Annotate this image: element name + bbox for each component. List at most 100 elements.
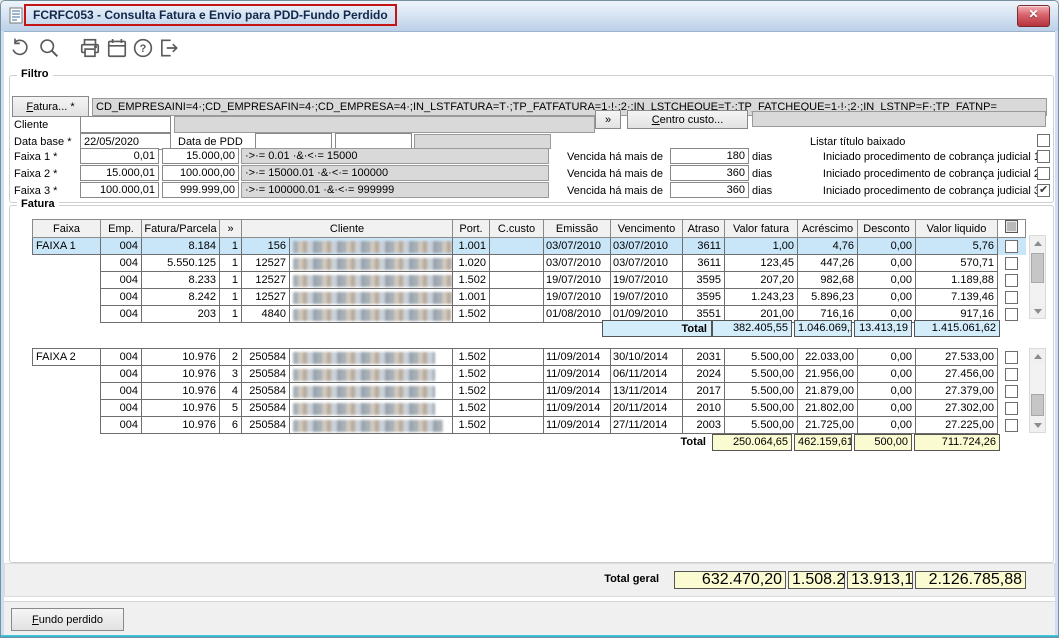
total-valor-liquido: 711.724,26 xyxy=(914,434,1000,451)
faixa2-judicial-checkbox[interactable] xyxy=(1037,167,1050,180)
print-icon[interactable] xyxy=(79,37,101,59)
invoice-row: 004 5.550.125 1 12527 1.020 03/07/2010 0… xyxy=(32,254,1026,272)
centro-custo-button[interactable]: Centro custo... xyxy=(627,110,748,129)
scroll-up-icon[interactable] xyxy=(1030,236,1045,251)
row-checkbox[interactable] xyxy=(1005,418,1019,432)
faixa1-label: Faixa 1 * xyxy=(14,151,58,163)
col-fatura-parcela: Fatura/Parcela xyxy=(141,219,220,238)
filtro-legend: Filtro xyxy=(17,68,53,80)
faixa1-judicial-checkbox[interactable] xyxy=(1037,150,1050,163)
client-name-redacted xyxy=(293,386,435,398)
row-checkbox[interactable] xyxy=(1005,307,1019,321)
cliente-name-field xyxy=(174,116,595,133)
faixa1-de-input[interactable] xyxy=(80,148,159,164)
fatura-table-faixa1: Faixa Emp. Fatura/Parcela » Cliente Port… xyxy=(32,219,1026,323)
data-base-label: Data base * xyxy=(14,136,72,148)
app-icon xyxy=(8,7,25,24)
exit-icon[interactable] xyxy=(158,37,180,59)
listar-titulo-baixado-checkbox[interactable] xyxy=(1037,134,1050,147)
faixa1-judicial-label: Iniciado procedimento de cobrança judici… xyxy=(822,151,1040,163)
select-all-checkbox[interactable] xyxy=(1005,220,1018,233)
invoice-row: 004 10.976 5 250584 1.502 11/09/2014 20/… xyxy=(32,399,1026,417)
faixa3-dias-input[interactable] xyxy=(670,182,749,198)
faixa3-ate-input[interactable] xyxy=(162,182,239,198)
col-emp: Emp. xyxy=(100,219,142,238)
faixa3-de-input[interactable] xyxy=(80,182,159,198)
col-cliente: Cliente xyxy=(241,219,453,238)
col-port: Port. xyxy=(452,219,490,238)
filtro-group: Filtro Fatura... * CD_EMPRESAINI=4·;CD_E… xyxy=(9,68,1054,203)
col-valor-fatura: Valor fatura xyxy=(724,219,798,238)
fatura-button[interactable]: Fatura... * xyxy=(12,96,89,117)
row-checkbox[interactable] xyxy=(1005,401,1019,415)
faixa1-dias-input[interactable] xyxy=(670,148,749,164)
fatura-table-faixa2: FAIXA 2 004 10.976 2 250584 1.502 11/09/… xyxy=(32,348,1026,434)
row-checkbox[interactable] xyxy=(1005,384,1019,398)
invoice-row: 004 8.242 1 12527 1.001 19/07/2010 19/07… xyxy=(32,288,1026,306)
faixa2-dias-input[interactable] xyxy=(670,165,749,181)
invoice-row: 004 8.233 1 12527 1.502 19/07/2010 19/07… xyxy=(32,271,1026,289)
faixa3-label: Faixa 3 * xyxy=(14,185,58,197)
undo-icon[interactable] xyxy=(9,37,31,59)
client-name-redacted xyxy=(293,352,435,364)
centro-custo-field xyxy=(752,111,1046,127)
total-acrescimo: 462.159,61 xyxy=(794,434,852,451)
total-acrescimo: 1.046.069,26 xyxy=(794,320,852,337)
scroll-up-icon[interactable] xyxy=(1030,349,1045,364)
faixa2-de-input[interactable] xyxy=(80,165,159,181)
invoice-row: FAIXA 1 004 8.184 1 156 1.001 03/07/2010… xyxy=(32,237,1026,255)
col-desconto: Desconto xyxy=(857,219,916,238)
faixa1-expr-field: ·>·= 0.01 ·&·<·= 15000 xyxy=(241,148,549,164)
invoice-row: 004 10.976 6 250584 1.502 11/09/2014 27/… xyxy=(32,416,1026,434)
invoice-row: 004 10.976 3 250584 1.502 11/09/2014 06/… xyxy=(32,365,1026,383)
row-checkbox[interactable] xyxy=(1005,367,1019,381)
scroll-down-icon[interactable] xyxy=(1030,303,1045,318)
col-atraso: Atraso xyxy=(682,219,725,238)
scroll-down-icon[interactable] xyxy=(1030,417,1045,432)
col-ccusto: C.custo xyxy=(489,219,544,238)
total-label: Total xyxy=(680,436,706,448)
cliente-input[interactable] xyxy=(80,116,171,133)
col-acrescimo: Acréscimo xyxy=(797,219,858,238)
faixa3-judicial-checkbox[interactable] xyxy=(1037,183,1050,197)
row-checkbox[interactable] xyxy=(1005,239,1019,253)
scroll-thumb[interactable] xyxy=(1031,253,1044,283)
faixa2-scrollbar[interactable] xyxy=(1029,348,1046,433)
client-name-redacted xyxy=(293,241,452,253)
titlebar[interactable]: FCRFC053 - Consulta Fatura e Envio para … xyxy=(1,1,1058,32)
col-expand: » xyxy=(219,219,242,238)
data-base-input[interactable] xyxy=(80,133,171,150)
row-checkbox[interactable] xyxy=(1005,350,1019,364)
data-pdd-input-1[interactable] xyxy=(255,133,332,150)
total-geral-band: Total geral 632.470,20 1.508.228,87 13.9… xyxy=(4,563,1055,597)
invoice-row: FAIXA 2 004 10.976 2 250584 1.502 11/09/… xyxy=(32,348,1026,366)
toolbar: ? xyxy=(1,32,1058,62)
close-icon[interactable] xyxy=(1017,5,1050,27)
scroll-thumb[interactable] xyxy=(1031,394,1044,416)
window-frame-left xyxy=(1,31,4,635)
window-frame-bottom xyxy=(1,635,1058,637)
fundo-perdido-button[interactable]: Fundo perdido xyxy=(11,608,124,631)
client-name-redacted xyxy=(293,403,435,415)
total-geral-desconto: 13.913,19 xyxy=(847,571,913,589)
help-icon[interactable]: ? xyxy=(132,37,154,59)
client-name-redacted xyxy=(293,420,443,432)
cliente-label: Cliente xyxy=(14,119,49,131)
total-geral-label: Total geral xyxy=(604,573,659,585)
invoice-row: 004 203 1 4840 1.502 01/08/2010 01/09/20… xyxy=(32,305,1026,323)
expand-button[interactable]: » xyxy=(595,110,621,129)
row-checkbox[interactable] xyxy=(1005,273,1019,287)
search-icon[interactable] xyxy=(38,37,60,59)
faixa3-judicial-label: Iniciado procedimento de cobrança judici… xyxy=(822,185,1040,197)
row-checkbox[interactable] xyxy=(1005,290,1019,304)
faixa1-scrollbar[interactable] xyxy=(1029,235,1046,319)
table-header-row: Faixa Emp. Fatura/Parcela » Cliente Port… xyxy=(32,219,1026,238)
data-pdd-label: Data de PDD xyxy=(178,136,243,148)
calendar-icon[interactable] xyxy=(106,37,128,59)
faixa2-ate-input[interactable] xyxy=(162,165,239,181)
faixa1-ate-input[interactable] xyxy=(162,148,239,164)
row-checkbox[interactable] xyxy=(1005,256,1019,270)
total-geral-acrescimo: 1.508.228,87 xyxy=(788,571,845,589)
total-geral-valor-fatura: 632.470,20 xyxy=(674,571,786,589)
